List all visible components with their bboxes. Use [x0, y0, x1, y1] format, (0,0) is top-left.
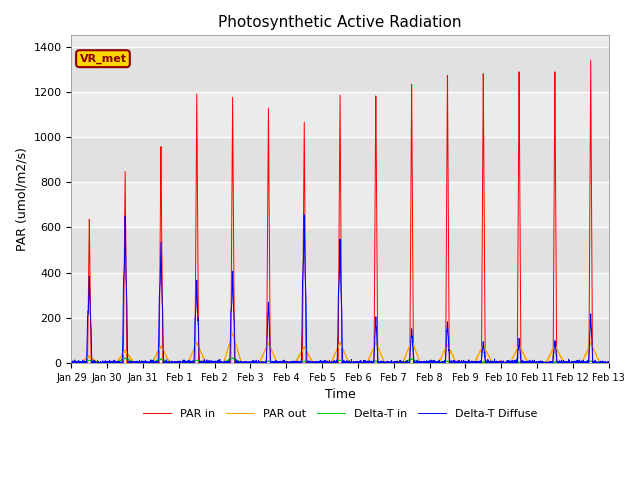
- Delta-T Diffuse: [605, 359, 612, 364]
- PAR out: [320, 360, 328, 366]
- PAR in: [164, 360, 172, 366]
- Delta-T Diffuse: [320, 359, 328, 365]
- PAR in: [68, 359, 76, 365]
- X-axis label: Time: Time: [324, 388, 355, 401]
- PAR in: [68, 360, 76, 366]
- Legend: PAR in, PAR out, Delta-T in, Delta-T Diffuse: PAR in, PAR out, Delta-T in, Delta-T Dif…: [139, 404, 541, 423]
- Delta-T Diffuse: [300, 212, 308, 218]
- Delta-T Diffuse: [491, 360, 499, 365]
- Delta-T in: [229, 355, 237, 361]
- PAR in: [491, 360, 499, 366]
- Delta-T in: [68, 360, 76, 366]
- Delta-T Diffuse: [164, 360, 172, 366]
- PAR in: [587, 58, 595, 63]
- Title: Photosynthetic Active Radiation: Photosynthetic Active Radiation: [218, 15, 462, 30]
- Bar: [72, 47, 609, 92]
- PAR in: [461, 360, 468, 366]
- Delta-T in: [491, 360, 499, 366]
- PAR in: [320, 360, 328, 365]
- PAR out: [164, 357, 172, 362]
- PAR out: [228, 330, 236, 336]
- Bar: [72, 318, 609, 363]
- Bar: [72, 228, 609, 273]
- PAR out: [68, 360, 76, 366]
- PAR out: [431, 360, 438, 366]
- Line: Delta-T Diffuse: Delta-T Diffuse: [72, 215, 609, 363]
- PAR out: [604, 360, 612, 366]
- PAR out: [605, 360, 612, 366]
- Line: PAR in: PAR in: [72, 60, 609, 363]
- Delta-T in: [164, 359, 172, 365]
- Delta-T in: [461, 360, 468, 366]
- Y-axis label: PAR (umol/m2/s): PAR (umol/m2/s): [15, 147, 28, 251]
- Delta-T Diffuse: [68, 360, 76, 366]
- Text: VR_met: VR_met: [79, 54, 127, 64]
- Delta-T Diffuse: [461, 360, 468, 366]
- Line: PAR out: PAR out: [72, 333, 609, 363]
- PAR out: [491, 360, 499, 366]
- Delta-T in: [431, 360, 438, 366]
- Delta-T in: [604, 360, 612, 366]
- PAR in: [431, 360, 438, 365]
- Line: Delta-T in: Delta-T in: [72, 358, 609, 363]
- Bar: [72, 137, 609, 182]
- PAR in: [605, 360, 612, 366]
- Delta-T Diffuse: [604, 360, 612, 366]
- Delta-T Diffuse: [431, 358, 438, 364]
- PAR out: [68, 360, 76, 366]
- Delta-T in: [320, 360, 328, 366]
- PAR out: [461, 360, 468, 366]
- Delta-T in: [605, 360, 612, 366]
- PAR in: [604, 360, 612, 366]
